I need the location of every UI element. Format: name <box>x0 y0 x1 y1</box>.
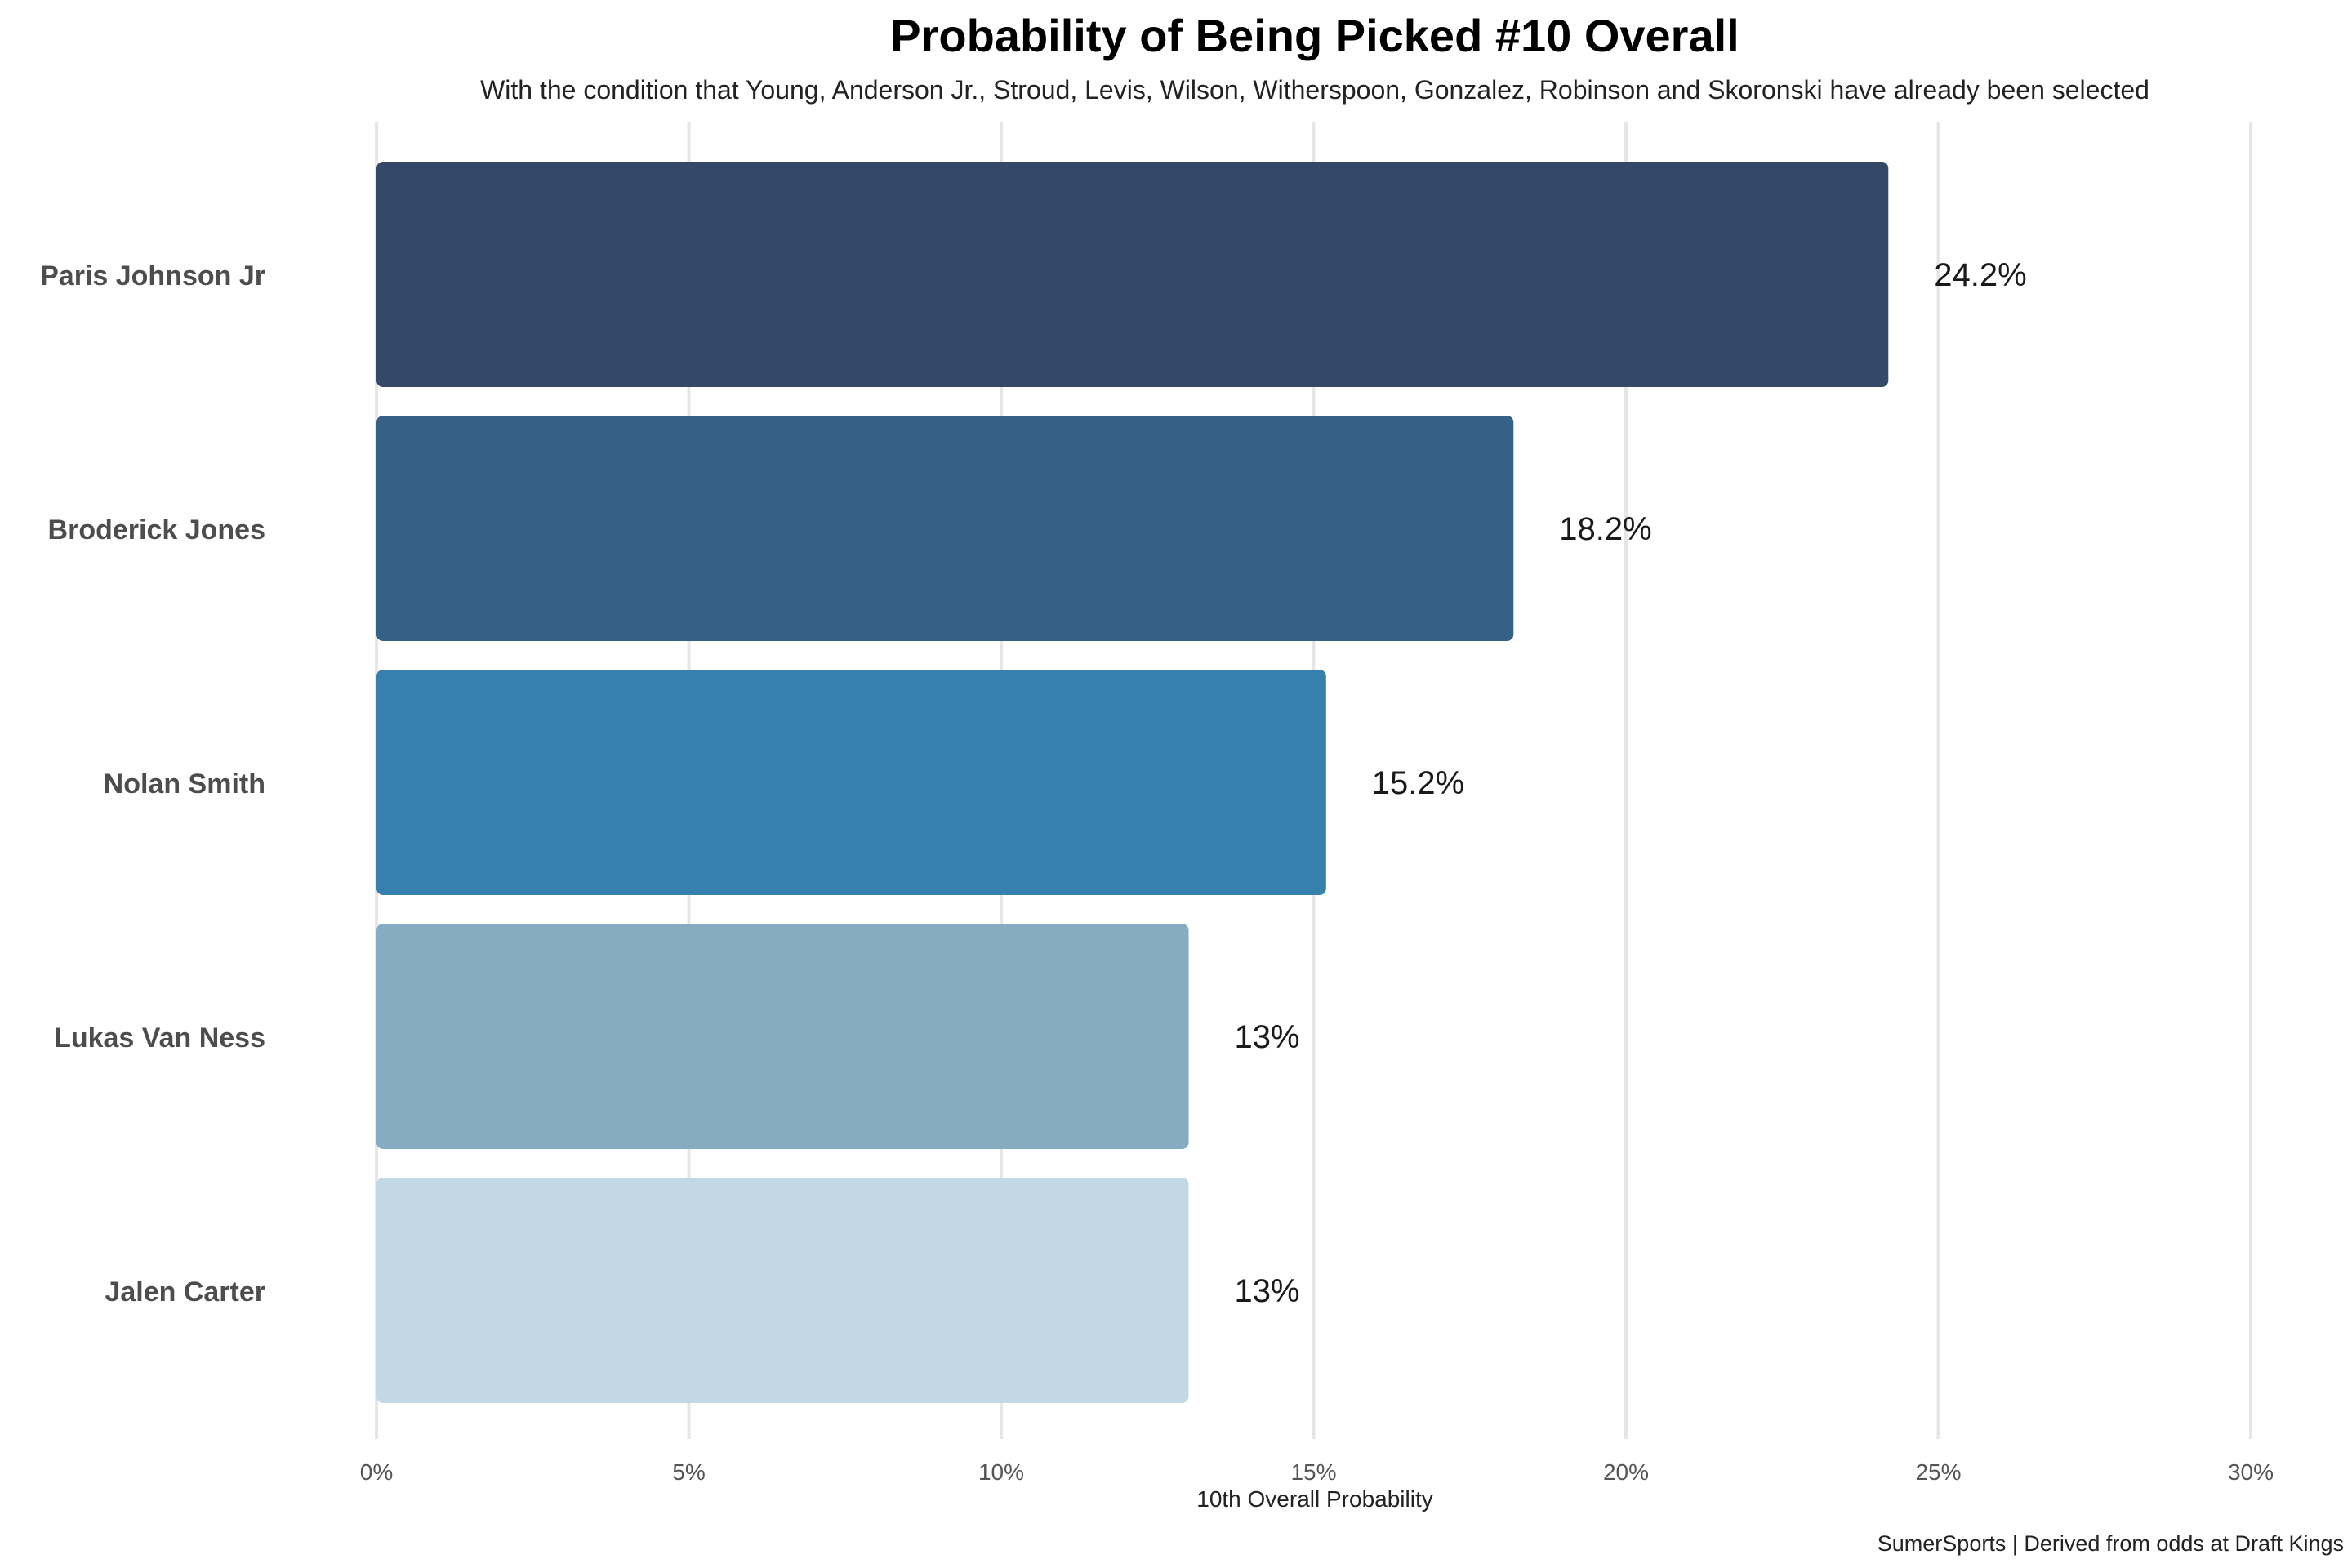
bar-lukas-van-ness <box>376 924 1189 1149</box>
value-label: 18.2% <box>1559 511 1651 547</box>
value-label: 13% <box>1235 1273 1300 1309</box>
x-axis-ticks: 0% 5% 10% 15% 20% 25% 30% <box>360 1459 2274 1485</box>
x-tick-label: 10% <box>978 1459 1024 1485</box>
bar-paris-johnson-jr <box>376 162 1889 387</box>
bar-nolan-smith <box>376 670 1326 895</box>
chart-caption: SumerSports | Derived from odds at Draft… <box>1877 1531 2344 1556</box>
bar-broderick-jones <box>376 416 1514 641</box>
category-labels: Paris Johnson Jr Broderick Jones Nolan Smi… <box>40 261 265 1307</box>
chart-subtitle: With the condition that Young, Anderson … <box>480 75 2149 105</box>
x-tick-label: 30% <box>2228 1459 2274 1485</box>
value-label: 24.2% <box>1934 257 2026 293</box>
category-label: Jalen Carter <box>105 1276 265 1307</box>
x-tick-label: 25% <box>1915 1459 1961 1485</box>
bars <box>376 162 1889 1403</box>
x-tick-label: 0% <box>360 1459 393 1485</box>
category-label: Lukas Van Ness <box>54 1022 265 1054</box>
category-label: Paris Johnson Jr <box>40 261 265 292</box>
bar-jalen-carter <box>376 1178 1189 1403</box>
chart-title: Probability of Being Picked #10 Overall <box>890 10 1740 61</box>
category-label: Broderick Jones <box>48 514 265 546</box>
x-axis-label: 10th Overall Probability <box>1196 1486 1433 1512</box>
x-tick-label: 20% <box>1603 1459 1649 1485</box>
x-tick-label: 5% <box>672 1459 705 1485</box>
value-label: 13% <box>1235 1019 1300 1055</box>
value-label: 15.2% <box>1372 765 1464 801</box>
value-labels: 24.2% 18.2% 15.2% 13% 13% <box>1235 257 2027 1309</box>
category-label: Nolan Smith <box>104 768 265 800</box>
x-tick-label: 15% <box>1290 1459 1336 1485</box>
